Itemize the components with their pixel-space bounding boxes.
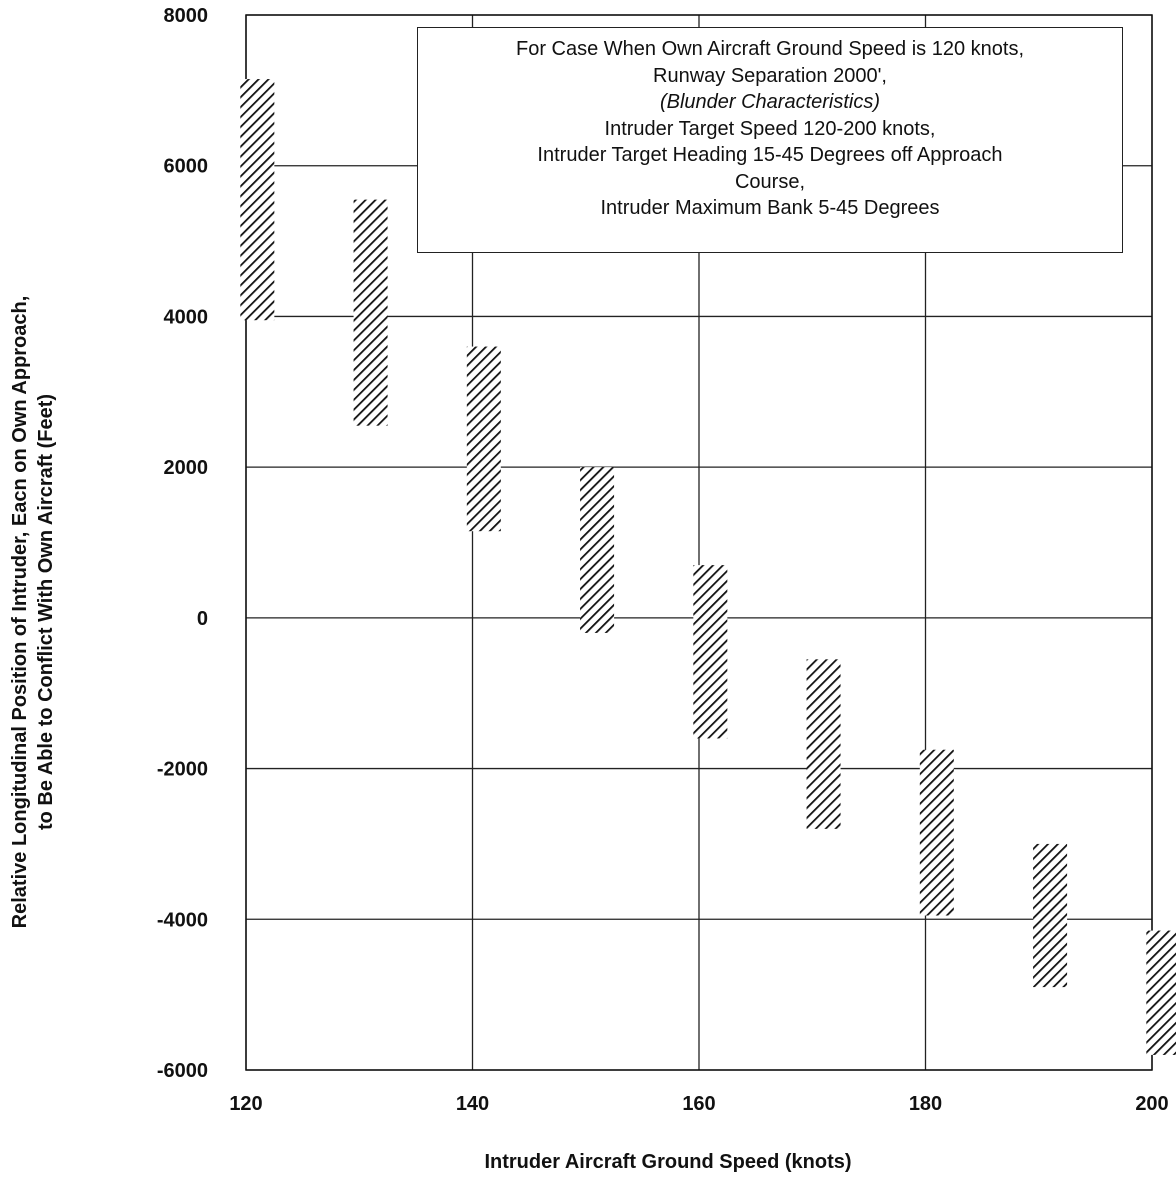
conditions-annotation-box: For Case When Own Aircraft Ground Speed … [417, 27, 1123, 253]
annotation-line: Course, [734, 170, 806, 193]
y-axis-title-line-2: to Be Able to Conflict With Own Aircraft… [35, 394, 57, 830]
x-axis-title: Intruder Aircraft Ground Speed (knots) [484, 1151, 851, 1173]
y-tick-label: 0 [197, 608, 208, 630]
y-tick-label: 4000 [164, 306, 209, 328]
x-tick-label: 140 [456, 1093, 489, 1115]
range-bar [466, 346, 501, 532]
range-bar [580, 467, 615, 633]
range-bar [919, 749, 954, 916]
y-axis-title-line-1: Relative Longitudinal Position of Intrud… [9, 296, 31, 929]
x-tick-label: 180 [909, 1093, 942, 1115]
y-tick-label: -6000 [157, 1060, 208, 1082]
plot-frame [245, 14, 1153, 1071]
x-tick-label: 200 [1135, 1093, 1168, 1115]
annotation-line: Intruder Maximum Bank 5-45 Degrees [600, 197, 940, 219]
y-tick-label: 8000 [164, 5, 209, 27]
range-bar [693, 565, 728, 739]
y-tick-label: 2000 [164, 457, 209, 479]
x-tick-label: 160 [682, 1093, 715, 1115]
annotation-line: Runway Separation 2000', [653, 64, 887, 87]
x-tick-labels: 120 140 160 180 200 [229, 1093, 1168, 1115]
range-bar [1033, 843, 1068, 988]
range-bars [240, 79, 1176, 1055]
x-tick-label: 120 [229, 1093, 262, 1115]
range-bar [353, 199, 388, 426]
range-bar [1146, 930, 1176, 1055]
y-tick-label: 6000 [164, 156, 209, 178]
annotation-line: (Blunder Characteristics) [659, 91, 881, 113]
range-bar [240, 79, 275, 321]
annotation-line: For Case When Own Aircraft Ground Speed … [515, 38, 1025, 60]
annotation-line: Intruder Target Heading 15-45 Degrees of… [537, 144, 1003, 166]
y-tick-labels: 8000 6000 4000 2000 0 -2000 -4000 -6000 [157, 5, 208, 1082]
y-axis-title: Relative Longitudinal Position of Intrud… [9, 296, 57, 929]
y-tick-label: -4000 [157, 909, 208, 931]
annotation-line: Intruder Target Speed 120-200 knots, [604, 117, 936, 140]
y-tick-label: -2000 [157, 759, 208, 781]
range-bar [806, 659, 841, 829]
